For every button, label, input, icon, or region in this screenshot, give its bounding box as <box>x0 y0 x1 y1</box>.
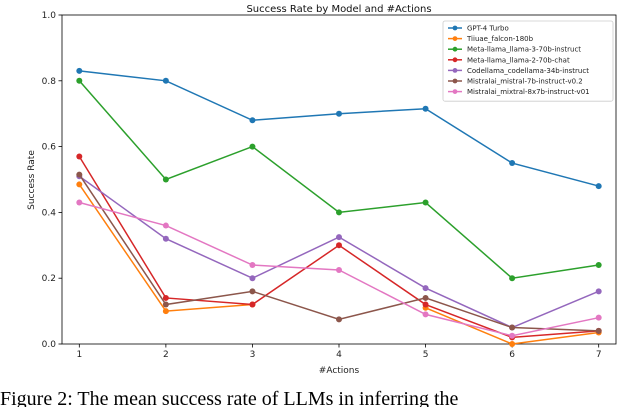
data-point <box>162 235 169 242</box>
series-lines <box>76 67 602 347</box>
figure-caption: Figure 2: The mean success rate of LLMs … <box>0 388 459 407</box>
data-point <box>336 110 342 117</box>
chart-title: Success Rate by Model and #Actions <box>246 4 431 15</box>
data-point <box>336 242 342 249</box>
x-tick-label: 1 <box>76 350 82 360</box>
data-point <box>509 332 516 339</box>
data-point <box>595 327 602 334</box>
data-point <box>162 176 169 183</box>
legend-box <box>442 20 614 102</box>
data-point <box>422 301 429 308</box>
data-point <box>509 275 516 282</box>
y-tick-label: 0.2 <box>42 274 56 284</box>
data-point <box>336 316 342 323</box>
data-point <box>162 222 169 229</box>
legend-entry: Tiiuae_falcon-180b <box>448 35 534 43</box>
series-line <box>78 174 599 332</box>
data-point <box>509 341 516 347</box>
x-tick-label: 3 <box>250 350 256 360</box>
data-point <box>76 181 83 188</box>
series-line <box>78 184 253 312</box>
data-point <box>422 311 429 318</box>
x-tick-label: 7 <box>596 350 602 360</box>
legend-entry: Meta-llama_llama-3-70b-instruct <box>448 46 581 54</box>
x-tick-label: 2 <box>163 350 169 360</box>
legend-label: Meta-llama_llama-2-70b-chat <box>467 56 570 64</box>
data-point <box>509 160 516 167</box>
legend-marker <box>452 57 458 63</box>
series-4 <box>76 153 602 341</box>
axis-ticks: 1 2 3 4 5 6 7 0.0 0.2 0.4 0.6 0.8 1.0 <box>42 11 602 360</box>
series-7 <box>76 199 602 339</box>
data-point <box>76 171 83 178</box>
legend-label: Codellama_codellama-34b-instruct <box>467 67 589 75</box>
data-point <box>162 308 169 315</box>
y-tick-label: 0.0 <box>42 340 57 350</box>
data-point <box>76 153 83 160</box>
data-point <box>509 324 516 331</box>
series-line <box>78 80 599 279</box>
data-point <box>76 199 83 206</box>
data-point <box>249 301 256 308</box>
legend: GPT-4 Turbo Tiiuae_falcon-180b Meta-llama_… <box>442 20 614 102</box>
x-tick-label: 4 <box>336 350 342 360</box>
legend-marker <box>452 46 458 52</box>
data-point <box>595 262 602 269</box>
legend-marker <box>452 78 458 84</box>
legend-marker <box>452 36 458 41</box>
data-point <box>162 301 169 308</box>
legend-label: Mistralai_mixtral-8x7b-instruct-v01 <box>467 88 590 96</box>
x-axis-title: #Actions <box>319 366 360 376</box>
legend-entry: Codellama_codellama-34b-instruct <box>448 67 589 75</box>
series-3 <box>76 77 602 282</box>
series-line <box>78 175 599 329</box>
data-point <box>422 105 429 112</box>
legend-entry: Mistralai_mixtral-8x7b-instruct-v01 <box>448 88 590 96</box>
data-point <box>595 314 602 321</box>
series-6 <box>76 171 602 334</box>
x-tick-label: 5 <box>423 350 429 360</box>
data-point <box>422 285 429 292</box>
legend-label: GPT-4 Turbo <box>467 25 509 33</box>
data-point <box>422 199 429 206</box>
data-point <box>76 67 83 74</box>
y-tick-label: 0.6 <box>42 143 57 153</box>
legend-marker <box>452 25 458 31</box>
y-tick-label: 0.8 <box>42 77 57 87</box>
legend-label: Mistralai_mistral-7b-instruct-v0.2 <box>467 78 583 86</box>
y-tick-label: 0.4 <box>42 208 57 218</box>
data-point <box>336 209 342 216</box>
legend-marker <box>452 68 458 73</box>
y-tick-label: 1.0 <box>42 11 57 21</box>
data-point <box>422 294 429 301</box>
legend-marker <box>452 89 458 94</box>
series-5 <box>76 173 602 331</box>
legend-entry: Mistralai_mistral-7b-instruct-v0.2 <box>448 78 583 86</box>
data-point <box>595 183 602 190</box>
data-point <box>595 288 602 295</box>
data-point <box>162 294 169 301</box>
y-axis-title: Success Rate <box>27 150 37 210</box>
data-point <box>249 117 256 124</box>
data-point <box>249 275 256 282</box>
data-point <box>76 77 83 84</box>
legend-entry: Meta-llama_llama-2-70b-chat <box>448 56 570 64</box>
data-point <box>336 266 342 273</box>
legend-label: Meta-llama_llama-3-70b-instruct <box>467 46 581 54</box>
x-tick-label: 6 <box>509 350 515 360</box>
legend-entry: GPT-4 Turbo <box>448 25 509 33</box>
data-point <box>336 234 342 241</box>
data-point <box>249 288 256 295</box>
chart: Success Rate by Model and #Actions 1 2 3 4 5… <box>27 4 617 376</box>
data-point <box>162 77 169 84</box>
series-1 <box>76 67 602 190</box>
data-point <box>249 262 256 269</box>
legend-label: Tiiuae_falcon-180b <box>466 35 534 43</box>
data-point <box>249 143 256 150</box>
